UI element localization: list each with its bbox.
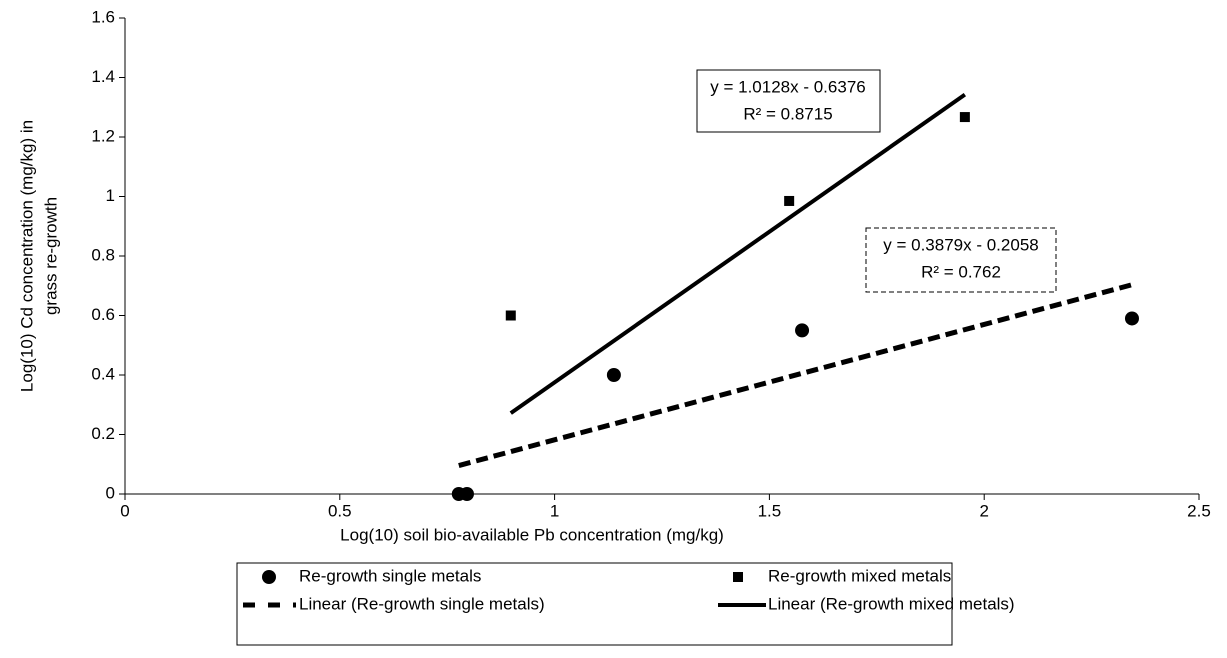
legend-label: Linear (Re-growth single metals) (299, 594, 545, 613)
point (606, 368, 621, 382)
y-tick-label: 1 (106, 186, 115, 205)
point (959, 112, 970, 123)
x-tick-label: 1.5 (758, 501, 782, 520)
y-tick-label: 0.2 (91, 424, 115, 443)
legend-marker (262, 570, 276, 584)
point (795, 323, 810, 338)
x-tick-label: 0.5 (328, 501, 352, 520)
legend-label: Re-growth mixed metals (768, 566, 951, 585)
y-tick-label: 0.6 (91, 305, 115, 324)
x-tick-label: 1 (550, 501, 559, 520)
trendline-equation: y = 1.0128x - 0.6376 (710, 77, 865, 96)
legend-marker (733, 572, 743, 582)
trendline-r2: R² = 0.8715 (743, 104, 832, 123)
point (505, 310, 516, 321)
point (459, 487, 474, 501)
x-tick-label: 2.5 (1187, 501, 1211, 520)
x-axis-label: Log(10) soil bio-available Pb concentrat… (340, 525, 724, 544)
x-tick-label: 2 (979, 501, 988, 520)
point (784, 195, 795, 206)
y-axis-label: grass re-growth (41, 197, 60, 315)
y-tick-label: 0 (106, 483, 115, 502)
trendline (458, 282, 1133, 468)
trendline-r2: R² = 0.762 (921, 262, 1001, 281)
y-tick-label: 1.6 (91, 7, 115, 26)
y-tick-label: 1.2 (91, 126, 115, 145)
point (1124, 311, 1139, 326)
legend-label: Linear (Re-growth mixed metals) (768, 594, 1015, 613)
y-tick-label: 1.4 (91, 67, 115, 86)
equation-box (696, 69, 881, 133)
trendline (509, 92, 967, 415)
legend (236, 562, 953, 646)
legend-label: Re-growth single metals (299, 566, 481, 585)
equation-box (865, 227, 1057, 293)
x-tick-label: 0 (120, 501, 129, 520)
y-tick-label: 0.8 (91, 245, 115, 264)
trendline-equation: y = 0.3879x - 0.2058 (883, 235, 1038, 254)
y-axis-label: Log(10) Cd concentration (mg/kg) in (17, 120, 36, 392)
y-tick-label: 0.4 (91, 364, 115, 383)
